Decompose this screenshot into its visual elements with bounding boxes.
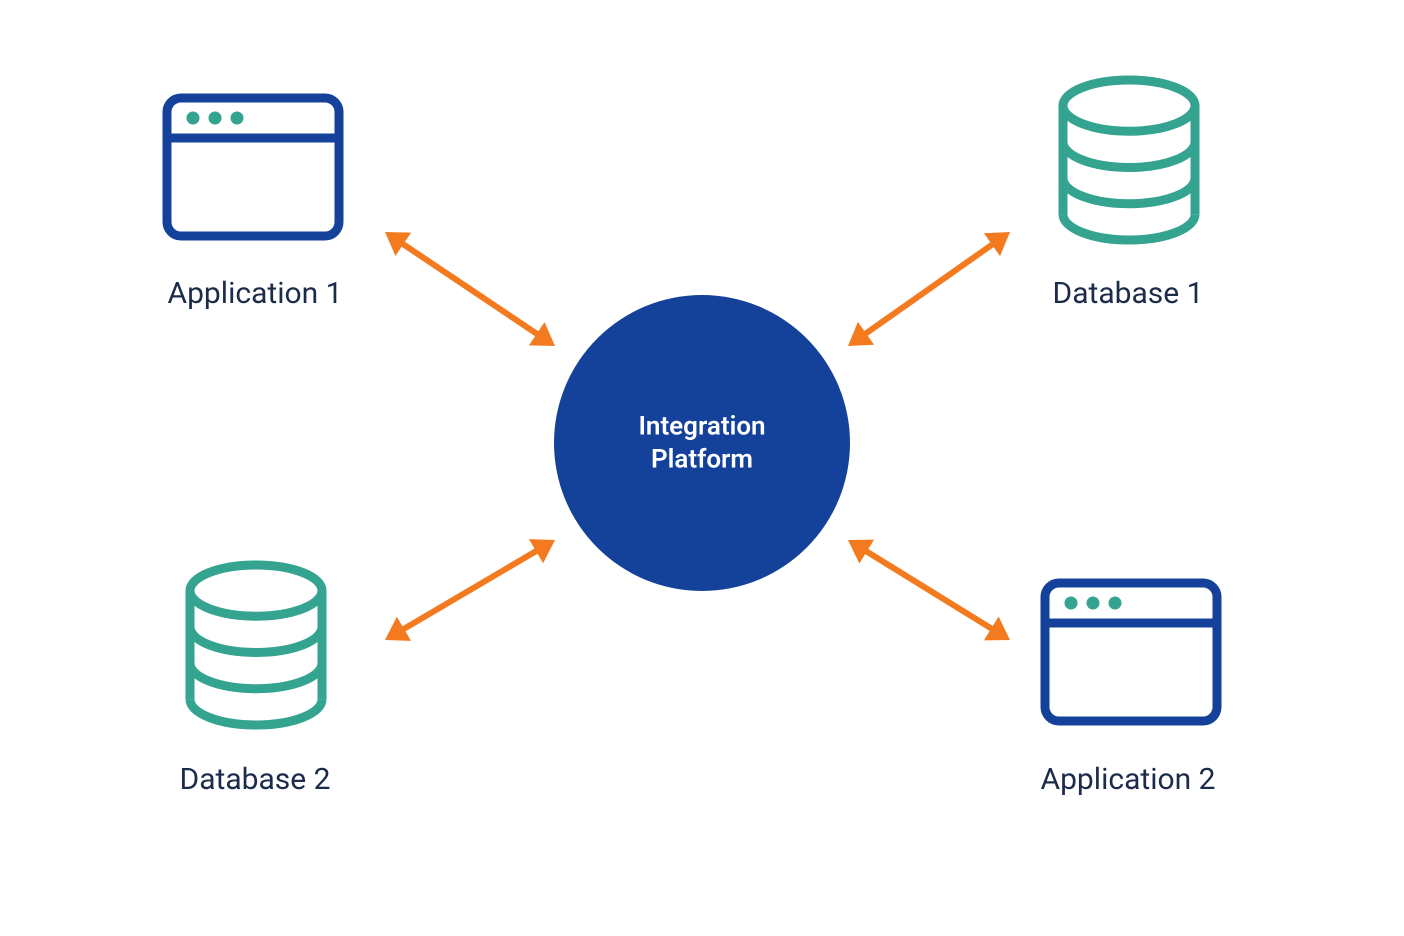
window-dot-icon [1109,597,1122,610]
center-label-line2: Platform [651,444,753,474]
label-db1: Database 1 [1053,276,1204,311]
window-dot-icon [187,112,200,125]
window-dot-icon [209,112,222,125]
center-label-line1: Integration [638,412,765,442]
database-icon [1063,80,1195,240]
window-dot-icon [231,112,244,125]
database-icon [190,565,322,725]
application-icon [1045,583,1217,721]
diagram-stage: Integration Platform Application 1 Datab… [0,0,1404,936]
connector-line [394,545,547,635]
connector-line [856,238,1002,341]
label-db2: Database 2 [180,762,331,797]
connector-line [393,238,547,341]
label-app1: Application 1 [168,276,343,311]
center-node-label: Integration Platform [638,411,765,476]
label-app2: Application 2 [1041,762,1216,797]
connector-line [856,545,1001,635]
application-icon [167,98,339,236]
window-dot-icon [1087,597,1100,610]
window-dot-icon [1065,597,1078,610]
